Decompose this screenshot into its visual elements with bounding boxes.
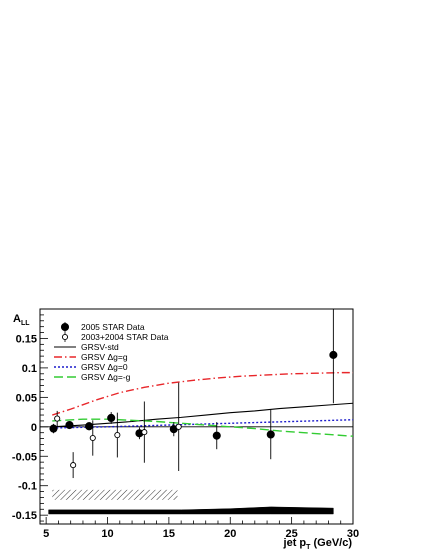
y-axis-title: ALL [13,313,30,327]
legend-label: GRSV-std [81,342,119,352]
data-point-2003-2004 [175,423,182,430]
legend-label: 2003+2004 STAR Data [81,332,169,342]
x-tick-label: 5 [43,528,49,540]
y-tick-label: 0.1 [22,363,37,375]
curve-grsv-g-g [52,371,353,416]
x-tick-label: 15 [163,528,175,540]
legend-marker [61,333,69,341]
legend-item: 2005 STAR Data [60,322,145,332]
y-tick-label: 0.15 [16,333,37,345]
y-axis-title-sub: LL [21,320,30,327]
data-point-2005 [329,350,338,359]
data-points [49,309,338,479]
y-tick-label: -0.05 [12,451,37,463]
y-tick-label: -0.15 [12,510,37,522]
x-axis-title-main: jet p [283,537,307,549]
legend-marker [60,322,70,332]
data-point-2005 [49,424,58,433]
data-point-2005 [212,431,221,440]
legend-label: GRSV Δg=0 [81,362,128,372]
data-point-2003-2004 [54,415,61,422]
legend-item: GRSV-std [54,342,119,352]
x-tick-label: 20 [224,528,236,540]
curve-grsv-std [52,402,354,428]
systematic-bands [48,489,334,515]
x-tick-label: 25 [286,528,298,540]
axes: 5 10 15 20 25 30 -0.15 -0.1 -0.05 0 0.05 0.1 0.15 [12,308,359,540]
data-point-2005 [107,413,116,423]
data-point-2003-2004 [89,434,96,442]
legend-label: GRSV Δg=g [81,352,128,362]
data-point-2003-2004 [114,432,121,439]
data-point-2005 [85,422,94,431]
plot-frame [39,308,354,525]
systematic-band-solid [48,506,334,515]
x-tick-label: 10 [101,528,113,540]
legend-item: 2003+2004 STAR Data [61,332,169,342]
systematic-band-hatched [52,489,178,500]
legend-item: GRSV Δg=g [54,352,128,362]
legend-item: GRSV Δg=0 [54,362,128,372]
data-point-2005 [266,430,275,439]
x-axis-title-unit: (GeV/c) [313,537,352,549]
data-point-2003-2004 [141,429,148,436]
legend-label: GRSV Δg=-g [81,372,131,382]
legend-item: GRSV Δg=-g [54,372,131,382]
y-axis-title-main: A [13,313,21,325]
curve-grsv-g-0 [52,419,354,429]
x-axis-title: jet pT (GeV/c) [283,537,353,550]
y-tick-label: 0.05 [16,392,37,404]
data-point-2003-2004 [70,462,77,469]
y-tick-label: -0.1 [18,481,37,493]
data-point-2005 [65,420,74,430]
legend-label: 2005 STAR Data [81,322,145,332]
x-axis-title-sub: T [306,544,311,550]
x-tick-label: 30 [347,528,359,540]
y-tick-label: 0 [31,422,37,434]
